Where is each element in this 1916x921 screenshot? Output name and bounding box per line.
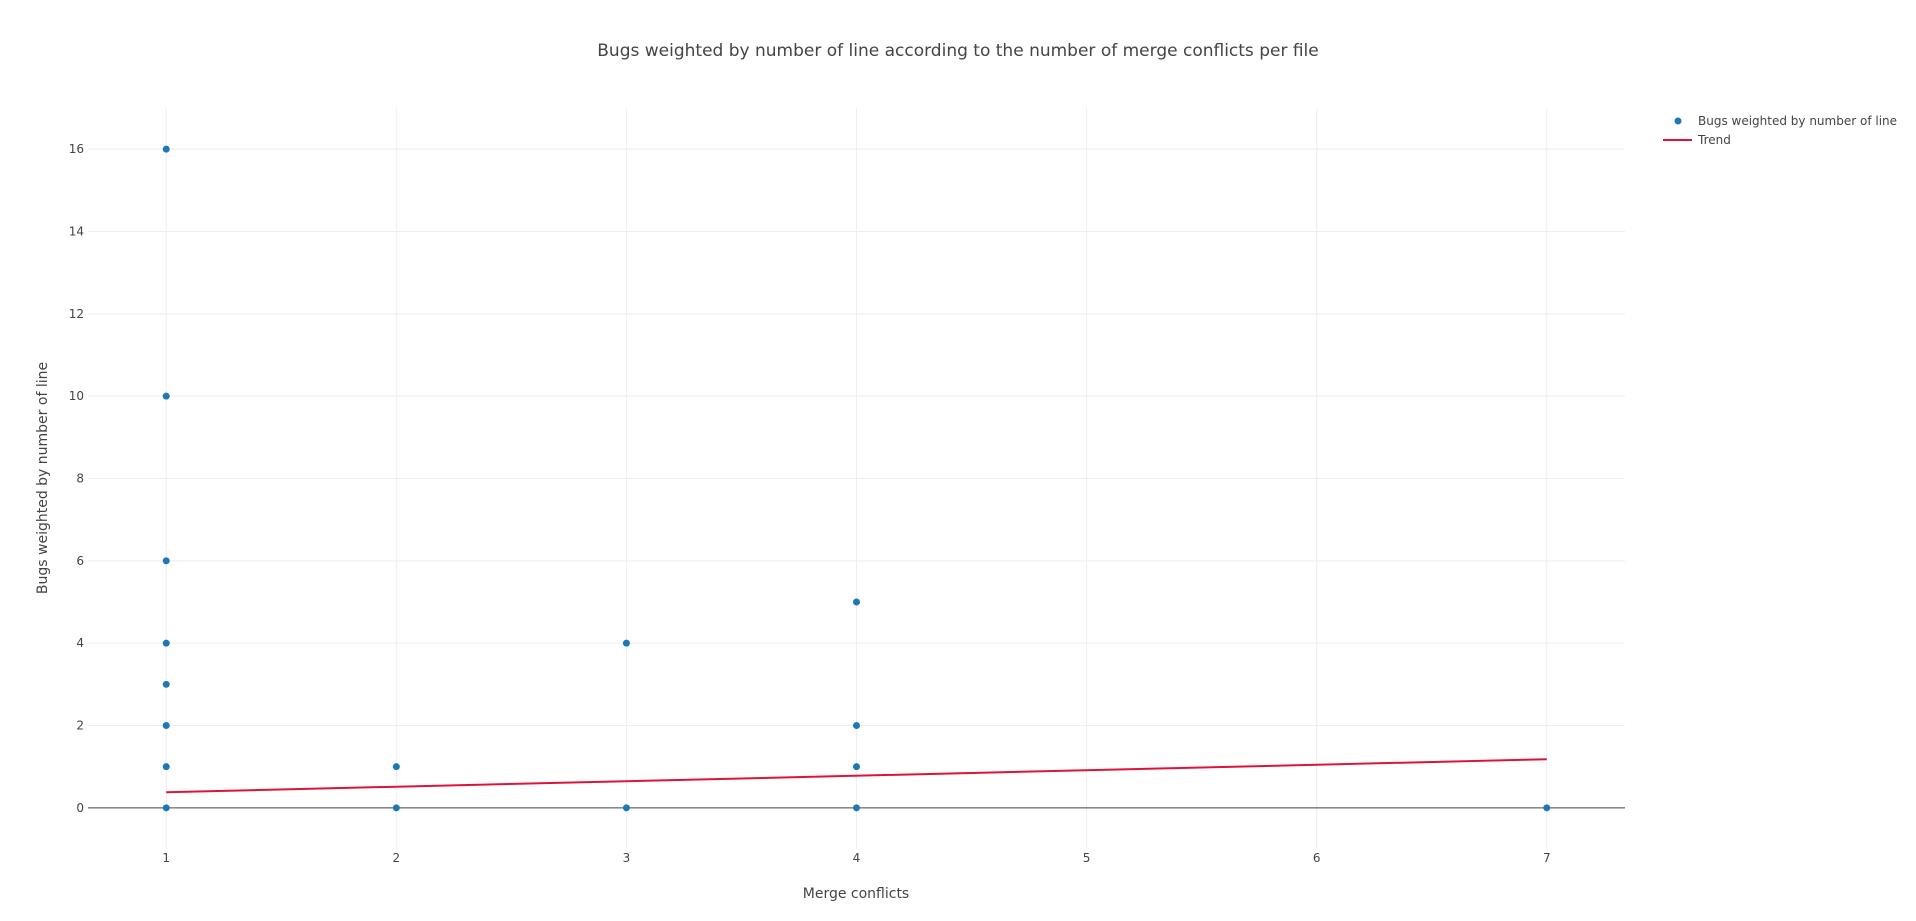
data-point: [162, 145, 170, 153]
x-tick-label: 5: [1083, 851, 1091, 865]
data-point: [853, 804, 860, 812]
data-point: [162, 392, 170, 400]
y-tick-label: 16: [69, 142, 84, 156]
data-point: [622, 639, 630, 647]
data-point: [162, 804, 170, 812]
y-axis-title: Bugs weighted by number of line: [35, 362, 51, 594]
data-point: [392, 804, 400, 812]
data-point: [1543, 804, 1551, 812]
trend-layer: [166, 758, 1547, 794]
data-point: [162, 763, 170, 771]
data-point: [853, 722, 860, 729]
data-point: [853, 763, 860, 771]
y-tick-label: 8: [76, 472, 84, 486]
y-tick-label: 12: [69, 307, 84, 321]
x-tick-label: 4: [853, 851, 861, 865]
legend-item[interactable]: Bugs weighted by number of line: [1674, 114, 1898, 128]
x-tick-label: 6: [1313, 851, 1321, 865]
legend-label: Bugs weighted by number of line: [1698, 114, 1897, 128]
data-point: [162, 557, 170, 565]
trend-line: [166, 758, 1547, 794]
data-point: [622, 804, 630, 812]
x-tick-label: 1: [162, 851, 170, 865]
y-tick-label: 6: [76, 554, 84, 568]
legend-label: Trend: [1697, 133, 1731, 147]
data-point: [162, 680, 170, 688]
chart-title: Bugs weighted by number of line accordin…: [597, 41, 1318, 61]
data-point: [162, 722, 170, 729]
data-point: [853, 598, 860, 606]
x-tick-labels: 1 2 3 4 5 6 7: [162, 851, 1550, 865]
legend[interactable]: Bugs weighted by number of line Trend: [1663, 114, 1897, 147]
points-layer: [162, 145, 1551, 812]
y-tick-label: 0: [76, 801, 84, 815]
y-tick-labels: 0 2 4 6 8 10 12 14 16: [69, 142, 84, 815]
x-axis-title: Merge conflicts: [803, 886, 909, 902]
x-tick-label: 3: [623, 851, 631, 865]
y-tick-label: 14: [69, 225, 84, 239]
grid-lines: [88, 108, 1625, 849]
x-tick-label: 2: [393, 851, 401, 865]
x-tick-label: 7: [1543, 851, 1551, 865]
data-point: [162, 639, 170, 647]
legend-marker-swatch: [1674, 117, 1682, 125]
data-point: [392, 763, 400, 771]
y-tick-label: 10: [69, 389, 84, 403]
y-tick-label: 4: [76, 636, 84, 650]
y-tick-label: 2: [76, 719, 84, 733]
legend-item[interactable]: Trend: [1663, 133, 1731, 147]
